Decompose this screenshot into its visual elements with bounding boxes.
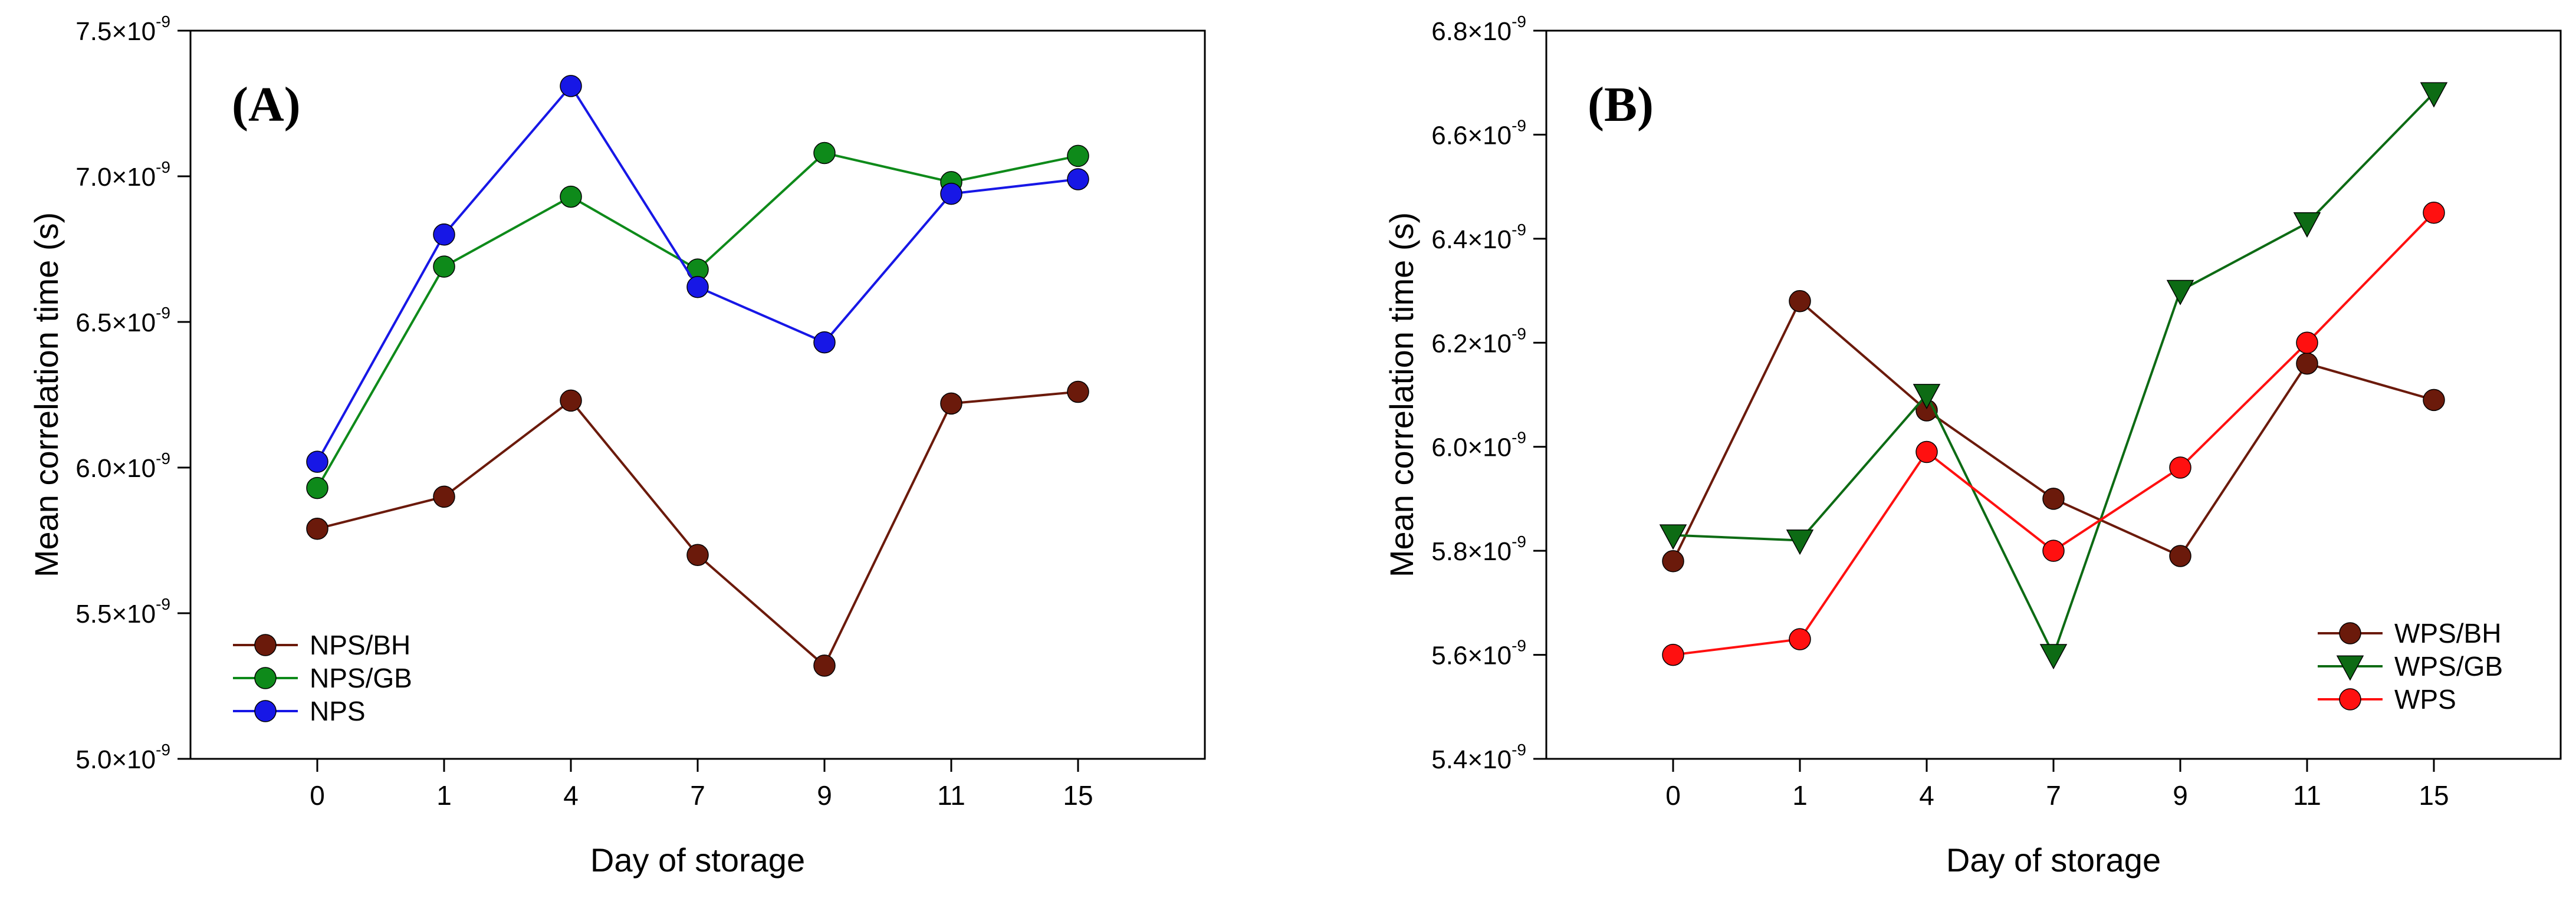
legend-marker	[2339, 622, 2361, 644]
data-point	[560, 389, 582, 412]
data-point	[2296, 352, 2318, 375]
series-line-nps-gb	[316, 152, 1079, 489]
data-point	[1067, 168, 1089, 190]
data-point	[2166, 279, 2194, 305]
y-axis-label: Mean correlation time (s)	[1383, 212, 1420, 577]
x-tick-label: 15	[1063, 780, 1093, 811]
x-tick-label: 1	[436, 780, 452, 811]
data-point	[1915, 440, 1938, 463]
x-tick-label: 7	[690, 780, 705, 811]
legend-label: NPS	[310, 696, 366, 726]
data-point	[2293, 212, 2321, 238]
data-point	[686, 544, 709, 566]
y-tick-label: 6.5×10-9	[75, 304, 170, 337]
y-tick-label: 5.0×10-9	[75, 741, 170, 774]
legend-marker	[2336, 655, 2364, 681]
legend-marker	[254, 700, 277, 722]
data-point	[2296, 331, 2318, 354]
x-tick-label: 9	[2173, 780, 2188, 811]
data-point	[2169, 545, 2191, 567]
legend-label: NPS/GB	[310, 663, 412, 693]
data-point	[2169, 456, 2191, 479]
y-tick-label: 6.0×10-9	[75, 449, 170, 483]
y-tick-label: 5.4×10-9	[1431, 741, 1526, 774]
legend-marker	[2339, 688, 2361, 710]
data-point	[813, 654, 836, 677]
y-tick-label: 5.6×10-9	[1431, 637, 1526, 670]
chart-panel-b: 5.4×10-9 5.6×10-9 5.8×10-9 6.0×10-9 6.2×10-9…	[1383, 12, 2562, 879]
data-point	[2039, 644, 2068, 670]
data-point	[306, 450, 328, 473]
data-point	[433, 255, 455, 278]
data-point	[306, 476, 328, 499]
legend-label: WPS/BH	[2394, 618, 2501, 649]
y-tick-label: 7.0×10-9	[75, 158, 170, 192]
panel-label: (B)	[1588, 77, 1654, 132]
data-point	[2423, 202, 2445, 224]
data-point	[433, 223, 455, 246]
data-point	[560, 75, 582, 97]
legend-marker	[254, 667, 277, 689]
data-point	[1789, 290, 1811, 313]
data-point	[1067, 380, 1089, 403]
y-tick-label: 6.2×10-9	[1431, 324, 1526, 358]
data-point	[1789, 628, 1811, 650]
data-point	[1662, 643, 1684, 666]
x-tick-label: 7	[2046, 780, 2061, 811]
data-point	[560, 185, 582, 208]
x-tick-label: 0	[1665, 780, 1681, 811]
x-tick-label: 9	[817, 780, 832, 811]
legend-label: WPS/GB	[2394, 651, 2503, 682]
series-line-wps-gb	[1673, 92, 2435, 658]
data-point	[940, 392, 962, 415]
x-tick-label: 1	[1792, 780, 1808, 811]
data-point	[686, 275, 709, 298]
data-point	[1659, 524, 1687, 550]
data-point	[1786, 529, 1814, 555]
data-point	[813, 142, 836, 165]
x-tick-label: 4	[1919, 780, 1934, 811]
x-tick-label: 15	[2419, 780, 2449, 811]
x-tick-label: 4	[563, 780, 579, 811]
series-line-wps	[1673, 212, 2435, 656]
x-tick-label: 11	[2293, 780, 2321, 811]
data-point	[2423, 389, 2445, 412]
data-point	[306, 517, 328, 540]
y-tick-label: 5.5×10-9	[75, 595, 170, 629]
y-tick-label: 5.8×10-9	[1431, 532, 1526, 566]
y-tick-label: 6.6×10-9	[1431, 116, 1526, 150]
data-point	[1662, 550, 1684, 573]
data-point	[2042, 488, 2065, 510]
panel-label: (A)	[232, 77, 301, 132]
y-tick-label: 6.4×10-9	[1431, 221, 1526, 254]
data-point	[2042, 540, 2065, 562]
data-point	[2420, 82, 2448, 108]
data-point	[433, 485, 455, 508]
series-line-wps-bh	[1672, 299, 2434, 562]
legend-label: NPS/BH	[310, 630, 410, 660]
legend-label: WPS	[2394, 684, 2456, 715]
y-axis-label: Mean correlation time (s)	[28, 212, 65, 577]
chart-panel-a: 5.0×10-9 5.5×10-9 6.0×10-9 6.5×10-9 7.0×10-9…	[28, 12, 1206, 879]
data-point	[940, 182, 962, 205]
series-line-nps-bh	[317, 390, 1079, 668]
x-tick-label: 0	[310, 780, 325, 811]
y-tick-label: 7.5×10-9	[75, 12, 170, 46]
data-point	[813, 331, 836, 354]
x-axis-label: Day of storage	[590, 841, 805, 879]
data-point	[1913, 384, 1941, 410]
data-point	[1067, 144, 1089, 167]
y-tick-label: 6.0×10-9	[1431, 429, 1526, 462]
y-tick-label: 6.8×10-9	[1431, 12, 1526, 46]
x-axis-label: Day of storage	[1946, 841, 2161, 879]
x-tick-label: 11	[937, 780, 965, 811]
legend-marker	[254, 634, 277, 656]
